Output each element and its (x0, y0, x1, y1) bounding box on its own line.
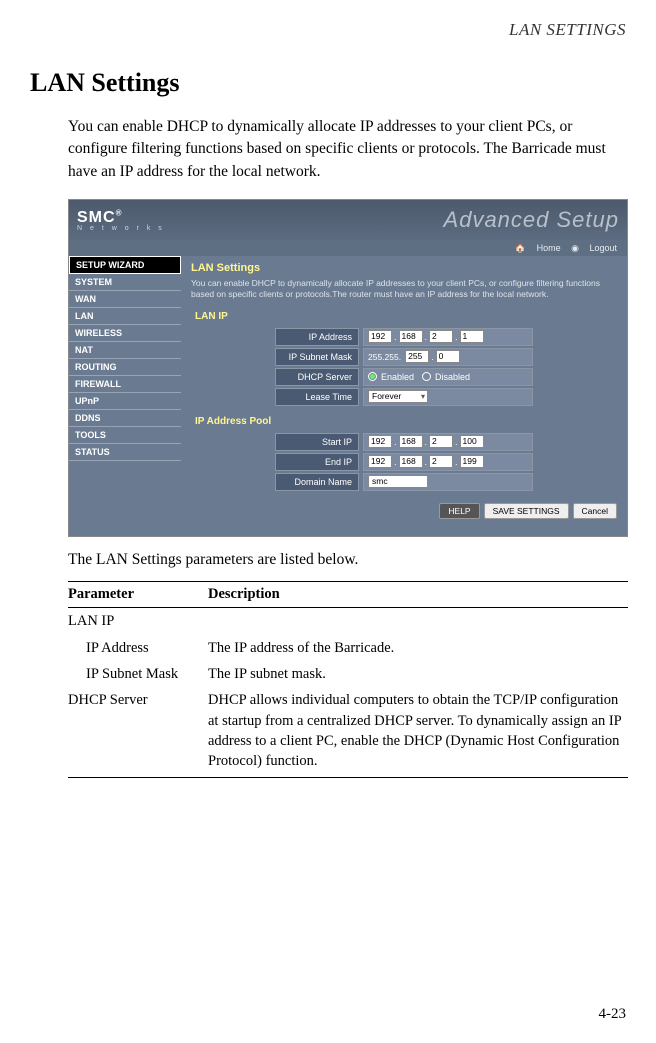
table-row: IP Subnet Mask (68, 661, 208, 687)
table-row: The IP subnet mask. (208, 661, 628, 687)
end-octet-2[interactable]: 168 (399, 455, 423, 468)
domain-input[interactable]: smc (368, 475, 428, 488)
label-ip-address: IP Address (275, 328, 359, 346)
mask-octet-3[interactable]: 255 (405, 350, 429, 363)
logout-link[interactable]: ◉ Logout (571, 243, 617, 253)
table-row (208, 608, 628, 635)
table-header-parameter: Parameter (68, 582, 208, 608)
smc-logo: SMC® N e t w o r k s (77, 209, 165, 232)
section-ip-pool: IP Address Pool (195, 416, 617, 427)
parameter-table: Parameter Description LAN IP IP Address … (68, 581, 628, 778)
label-subnet-mask: IP Subnet Mask (275, 348, 359, 366)
figure-toplinks: 🏠 Home ◉ Logout (69, 240, 627, 256)
start-ip-field: 192. 168. 2. 100 (363, 433, 533, 451)
table-row: LAN IP (68, 608, 208, 635)
label-domain-name: Domain Name (275, 473, 359, 491)
ip-octet-4[interactable]: 1 (460, 330, 484, 343)
page-title: LAN Settings (30, 68, 626, 98)
sidebar-item-firewall[interactable]: FIREWALL (69, 376, 181, 393)
dhcp-field: Enabled Disabled (363, 368, 533, 386)
end-octet-4[interactable]: 199 (460, 455, 484, 468)
panel-description: You can enable DHCP to dynamically alloc… (191, 278, 617, 300)
label-lease-time: Lease Time (275, 388, 359, 406)
post-screenshot-text: The LAN Settings parameters are listed b… (68, 551, 626, 569)
subnet-field: 255.255. 255. 0 (363, 348, 533, 366)
ip-octet-2[interactable]: 168 (399, 330, 423, 343)
sidebar-item-routing[interactable]: ROUTING (69, 359, 181, 376)
sidebar-item-ddns[interactable]: DDNS (69, 410, 181, 427)
save-settings-button[interactable]: SAVE SETTINGS (484, 503, 569, 519)
section-lan-ip: LAN IP (195, 311, 617, 322)
running-header: LAN SETTINGS (30, 20, 626, 40)
home-link[interactable]: 🏠 Home (515, 243, 561, 253)
panel-title: LAN Settings (191, 262, 617, 274)
mask-octet-4[interactable]: 0 (436, 350, 460, 363)
label-end-ip: End IP (275, 453, 359, 471)
ip-address-field: 192. 168. 2. 1 (363, 328, 533, 346)
start-octet-4[interactable]: 100 (460, 435, 484, 448)
sidebar-item-tools[interactable]: TOOLS (69, 427, 181, 444)
domain-field: smc (363, 473, 533, 491)
sidebar-item-system[interactable]: SYSTEM (69, 274, 181, 291)
lease-field: Forever (363, 388, 533, 406)
table-row: DHCP Server (68, 687, 208, 778)
intro-paragraph: You can enable DHCP to dynamically alloc… (68, 116, 626, 183)
figure-header: SMC® N e t w o r k s Advanced Setup (69, 200, 627, 240)
ip-octet-1[interactable]: 192 (368, 330, 392, 343)
sidebar-item-lan[interactable]: LAN (69, 308, 181, 325)
dhcp-enabled-radio[interactable] (368, 372, 377, 381)
sidebar-item-wireless[interactable]: WIRELESS (69, 325, 181, 342)
start-octet-1[interactable]: 192 (368, 435, 392, 448)
table-header-description: Description (208, 582, 628, 608)
start-octet-2[interactable]: 168 (399, 435, 423, 448)
label-start-ip: Start IP (275, 433, 359, 451)
end-octet-1[interactable]: 192 (368, 455, 392, 468)
page-number: 4-23 (599, 1006, 627, 1023)
table-row: The IP address of the Barricade. (208, 635, 628, 661)
table-row: IP Address (68, 635, 208, 661)
sidebar-item-setup-wizard[interactable]: SETUP WIZARD (69, 256, 181, 274)
sidebar-nav: SETUP WIZARD SYSTEM WAN LAN WIRELESS NAT… (69, 256, 181, 536)
dhcp-disabled-radio[interactable] (422, 372, 431, 381)
start-octet-3[interactable]: 2 (429, 435, 453, 448)
lease-select[interactable]: Forever (368, 390, 428, 403)
cancel-button[interactable]: Cancel (573, 503, 617, 519)
advanced-setup-label: Advanced Setup (444, 207, 619, 233)
ip-octet-3[interactable]: 2 (429, 330, 453, 343)
sidebar-item-status[interactable]: STATUS (69, 444, 181, 461)
main-panel: LAN Settings You can enable DHCP to dyna… (181, 256, 627, 536)
label-dhcp-server: DHCP Server (275, 368, 359, 386)
sidebar-item-wan[interactable]: WAN (69, 291, 181, 308)
sidebar-item-nat[interactable]: NAT (69, 342, 181, 359)
help-button[interactable]: HELP (439, 503, 479, 519)
end-ip-field: 192. 168. 2. 199 (363, 453, 533, 471)
table-row: DHCP allows individual computers to obta… (208, 687, 628, 778)
sidebar-item-upnp[interactable]: UPnP (69, 393, 181, 410)
router-screenshot: SMC® N e t w o r k s Advanced Setup 🏠 Ho… (68, 199, 628, 537)
end-octet-3[interactable]: 2 (429, 455, 453, 468)
